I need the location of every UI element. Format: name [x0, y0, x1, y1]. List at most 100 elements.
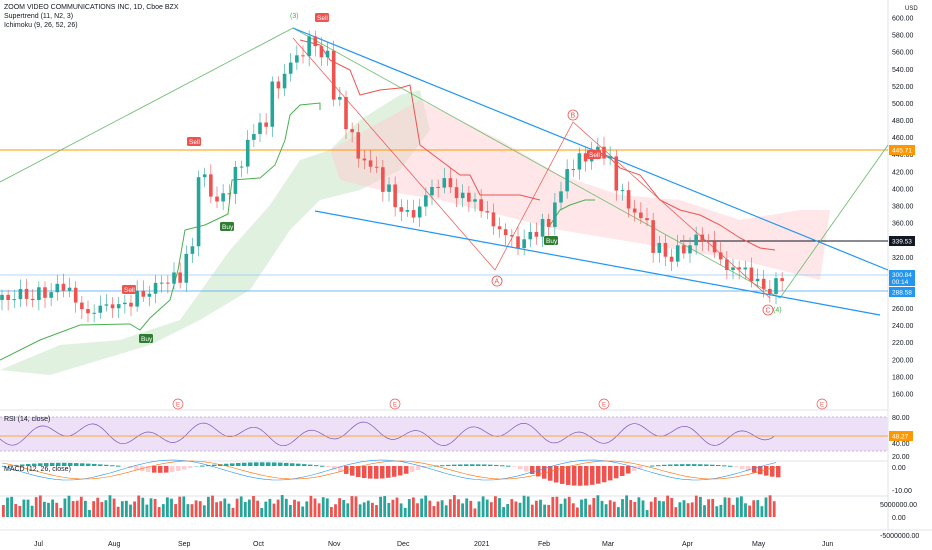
- volume-bar: [596, 495, 600, 517]
- volume-bar: [420, 498, 423, 517]
- sell-signal-3[interactable]: Sell: [122, 285, 136, 294]
- abc-wave[interactable]: [292, 37, 771, 299]
- volume-bar: [88, 509, 91, 517]
- time-tick: Mar: [602, 541, 615, 548]
- macd-bar: [602, 466, 607, 483]
- macd-bar: [770, 466, 775, 477]
- volume-bar: [34, 497, 38, 517]
- time-axis[interactable]: Jul Aug Sep Oct Nov Dec 2021 Feb Mar Apr May Jun: [34, 541, 833, 548]
- candle-body: [319, 46, 324, 58]
- buy-signal-3[interactable]: Buy: [544, 236, 558, 245]
- macd-bar: [506, 465, 511, 467]
- macd-bar: [728, 465, 733, 467]
- macd-bar: [104, 464, 109, 466]
- volume-bar: [436, 501, 440, 517]
- candle-body: [18, 288, 23, 300]
- candle-body: [159, 282, 164, 284]
- volume-bar: [276, 499, 280, 517]
- time-tick: Feb: [538, 541, 550, 548]
- volume-bar: [293, 499, 296, 517]
- candle-body: [344, 97, 348, 130]
- buy-signal-1[interactable]: Buy: [220, 222, 234, 231]
- chart-title[interactable]: ZOOM VIDEO COMMUNICATIONS INC, 1D, Cboe …: [4, 4, 179, 11]
- sell-signal-1[interactable]: Sell: [315, 13, 329, 22]
- candle-body: [411, 210, 416, 218]
- macd-bar: [14, 464, 19, 466]
- wedge-upper[interactable]: [292, 27, 889, 271]
- candle-body: [583, 153, 588, 162]
- rsi-tag: 48.27: [889, 431, 913, 441]
- candle-body: [356, 132, 361, 159]
- volume-bar: [194, 500, 198, 517]
- price-candles[interactable]: [0, 30, 784, 323]
- candle-body: [780, 278, 784, 281]
- macd-bar: [62, 462, 67, 466]
- macd-bar: [158, 466, 163, 473]
- candle-body: [104, 304, 109, 306]
- macd-bar: [320, 465, 325, 467]
- volume-bar: [473, 508, 477, 517]
- volume-bar: [617, 507, 620, 517]
- earnings-marker-2[interactable]: E: [389, 398, 401, 410]
- volume-bar: [489, 502, 493, 517]
- sell-signal-4[interactable]: Sell: [587, 150, 601, 159]
- rsi-label[interactable]: RSI (14, close): [4, 416, 50, 423]
- candle-body: [577, 153, 582, 170]
- candle-body: [73, 287, 78, 303]
- earnings-marker-4[interactable]: E: [816, 398, 828, 410]
- wave-line-green-diag[interactable]: [292, 27, 781, 299]
- volume-bar: [465, 498, 469, 517]
- candle-body: [153, 282, 158, 294]
- sell-signal-2[interactable]: Sell: [187, 137, 201, 146]
- volume-bar: [723, 497, 727, 517]
- macd-bar: [776, 466, 781, 478]
- time-tick: Dec: [397, 541, 410, 548]
- rsi-line: [0, 421, 775, 447]
- volume-bar: [428, 500, 432, 517]
- volume-bar: [375, 505, 378, 517]
- volume-bar: [309, 495, 313, 517]
- macd-bar: [608, 466, 613, 481]
- volume-bar: [453, 495, 456, 517]
- volume-bar: [395, 497, 399, 517]
- wave-label-b: B: [571, 113, 576, 120]
- volume-bar: [522, 495, 526, 517]
- candle-body: [669, 256, 674, 262]
- earnings-marker-3[interactable]: E: [598, 398, 610, 410]
- candle-body: [129, 302, 133, 307]
- macd-bar: [764, 466, 769, 476]
- wedge-lower[interactable]: [314, 210, 881, 316]
- price-tick: 240.00: [892, 323, 914, 330]
- macd-label[interactable]: MACD (12, 26, close): [4, 466, 71, 473]
- price-tick: 600.00: [892, 16, 914, 23]
- time-tick: 2021: [474, 541, 490, 548]
- macd-bar: [116, 465, 121, 467]
- macd-bar: [230, 463, 235, 466]
- indicator-ichimoku[interactable]: Ichimoku (9, 26, 52, 26): [4, 22, 78, 29]
- macd-bar: [368, 466, 373, 479]
- candle-body: [620, 190, 625, 192]
- volume-bar: [715, 506, 719, 517]
- macd-bar: [236, 462, 241, 466]
- macd-bar: [194, 465, 199, 467]
- candle-body: [141, 290, 146, 297]
- volume-bar: [383, 496, 387, 517]
- candle-body: [503, 229, 508, 236]
- candle-body: [178, 272, 182, 283]
- price-tick: 500.00: [892, 101, 914, 108]
- macd-bar: [98, 464, 103, 466]
- candle-body: [534, 231, 539, 237]
- volume-bar: [350, 496, 354, 517]
- price-axis[interactable]: 600.00 580.00 560.00 540.00 520.00 500.00 480.…: [892, 16, 914, 399]
- wave-label-c: C: [766, 308, 771, 315]
- macd-bar: [662, 464, 667, 466]
- volume-bar: [6, 497, 9, 517]
- candle-body: [258, 122, 262, 135]
- volume-bar: [518, 502, 522, 517]
- buy-signal-2[interactable]: Buy: [139, 334, 153, 343]
- indicator-supertrend[interactable]: Supertrend (11, N2, 3): [4, 13, 74, 20]
- volume-bar: [416, 503, 419, 517]
- candle-body: [424, 195, 428, 207]
- earnings-marker-1[interactable]: E: [172, 398, 184, 410]
